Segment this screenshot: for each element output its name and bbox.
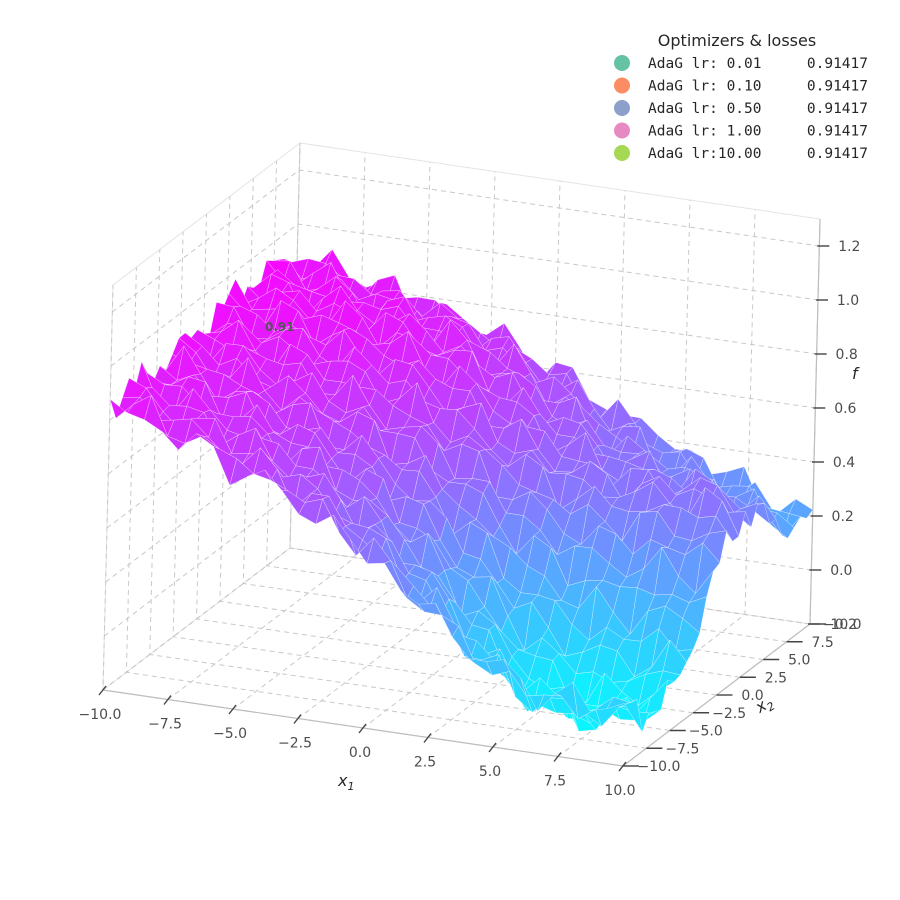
x-tick-label: −5.0	[213, 726, 247, 742]
y-tick-label: 0.0	[741, 688, 763, 704]
legend-marker	[614, 55, 630, 71]
z-gridline	[111, 169, 820, 313]
x-tick	[228, 704, 237, 715]
z-gridline	[110, 223, 819, 367]
legend-loss: 0.91417	[807, 79, 868, 95]
x-tick-label: 10.0	[604, 783, 635, 799]
x-tick-label: −10.0	[79, 707, 122, 723]
z-tick-label: 1.2	[838, 239, 860, 255]
x-tick-label: −2.5	[278, 736, 312, 752]
z-tick-label: 0.8	[836, 347, 858, 363]
legend-label: AdaG lr: 0.01	[648, 56, 762, 72]
legend-marker	[614, 77, 630, 94]
axes: −10.0−7.5−5.0−2.50.02.55.07.510.0−10.0−7…	[79, 218, 862, 799]
legend-label: AdaG lr: 1.00	[648, 124, 762, 140]
y-tick-label: 10.0	[830, 617, 861, 633]
x-tick-label: 2.5	[414, 755, 436, 771]
x-tick	[553, 752, 562, 762]
y-tick-label: 5.0	[788, 653, 810, 669]
z-axis-label: f	[852, 364, 860, 383]
x-tick-label: 5.0	[479, 764, 501, 780]
legend-title: Optimizers & losses	[658, 31, 816, 50]
x-tick-label: 7.5	[544, 774, 566, 790]
y-axis-subscript: 2	[765, 699, 778, 714]
x-tick	[423, 733, 432, 743]
y-tick-label: −2.5	[712, 706, 746, 722]
y-tick-label: −7.5	[665, 741, 699, 757]
z-tick-label: 1.0	[837, 293, 859, 309]
y-tick-label: −5.0	[689, 724, 723, 740]
surface-plot	[109, 249, 814, 733]
legend: Optimizers & losses AdaG lr: 0.01 0.91417…	[614, 31, 868, 162]
x-tick-label: −7.5	[148, 717, 182, 733]
z-tick-label: 0.0	[830, 563, 852, 579]
y-tick-label: −10.0	[638, 759, 681, 775]
legend-loss: 0.91417	[807, 124, 868, 140]
x-tick-label: 0.0	[349, 745, 371, 761]
z-axis-line	[809, 218, 821, 625]
x-tick	[358, 723, 367, 734]
z-tick-label: −0.2	[823, 617, 857, 633]
x-tick	[488, 742, 497, 753]
y-tick-label: 2.5	[765, 670, 787, 686]
legend-label: AdaG lr: 0.10	[648, 79, 762, 95]
legend-loss: 0.91417	[807, 146, 868, 162]
legend-loss: 0.91417	[807, 101, 868, 117]
legend-loss: 0.91417	[807, 56, 868, 72]
z-tick-label: 0.6	[834, 401, 856, 417]
legend-label: AdaG lr:10.00	[648, 146, 762, 162]
x-tick	[618, 761, 627, 772]
x-axis-label: x1	[337, 771, 354, 793]
minimum-annotation: 0.91	[265, 320, 295, 334]
legend-marker	[614, 122, 630, 139]
x-axis-subscript: 1	[347, 780, 354, 793]
x-tick	[163, 695, 172, 705]
z-tick-label: 0.2	[832, 509, 854, 525]
x-tick	[98, 685, 107, 696]
x-tick	[293, 714, 302, 724]
legend-marker	[614, 145, 630, 161]
legend-marker	[614, 100, 630, 116]
legend-label: AdaG lr: 0.50	[648, 101, 762, 117]
surface-patch	[606, 696, 631, 709]
z-tick-label: 0.4	[833, 455, 855, 471]
y-tick-label: 7.5	[811, 635, 833, 651]
